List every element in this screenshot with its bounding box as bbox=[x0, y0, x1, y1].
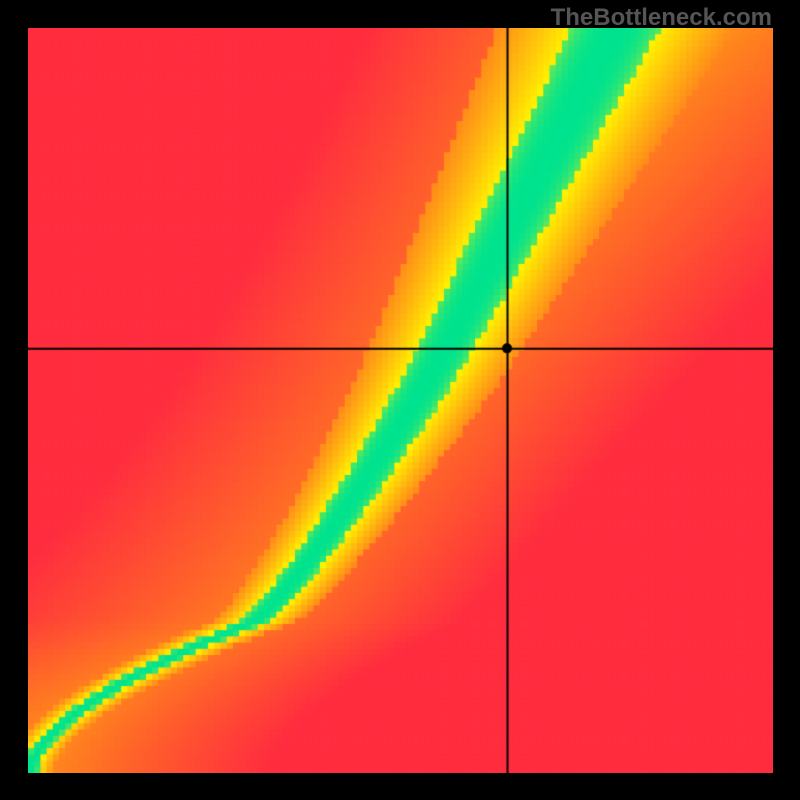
chart-container: TheBottleneck.com bbox=[0, 0, 800, 800]
bottleneck-heatmap bbox=[28, 28, 773, 773]
watermark-text: TheBottleneck.com bbox=[551, 4, 772, 32]
